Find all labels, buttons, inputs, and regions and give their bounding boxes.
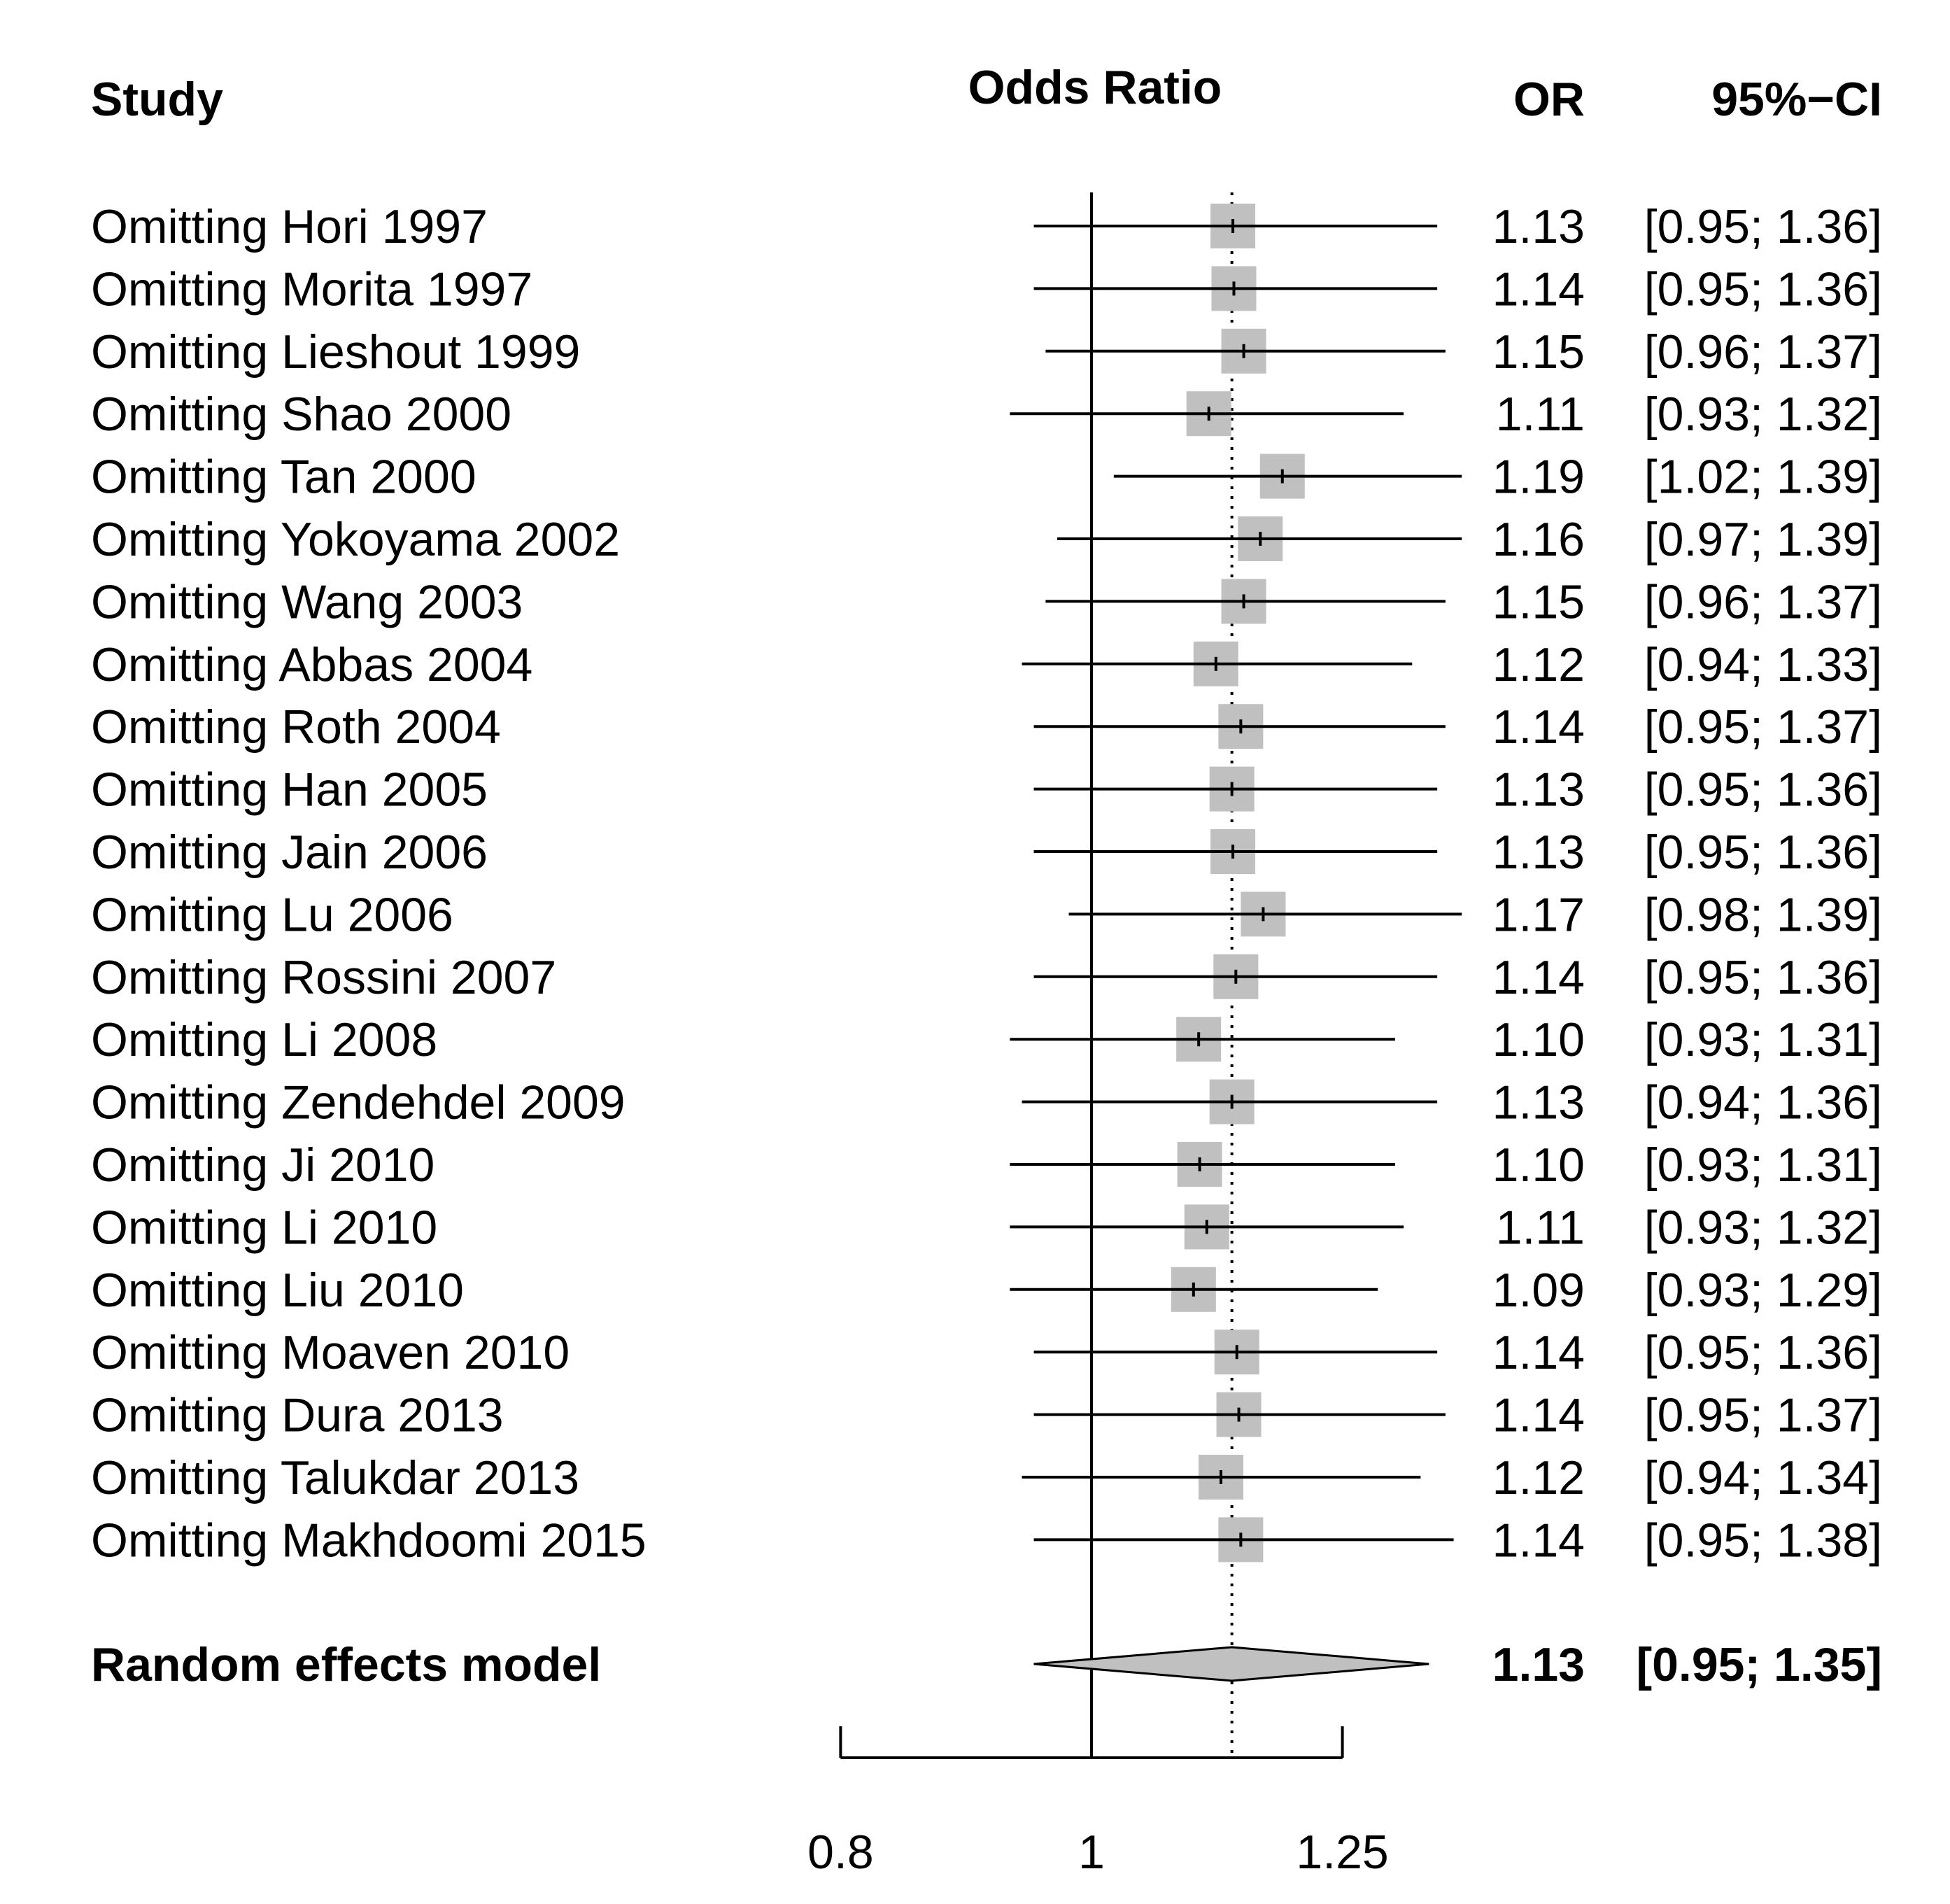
study-ci-value: [0.93; 1.32] [1644,1201,1882,1254]
study-ci-value: [0.93; 1.31] [1644,1138,1882,1192]
summary-diamond [1033,1646,1429,1682]
study-ci-value: [0.96; 1.37] [1644,325,1882,379]
x-axis-tick-label: 0.8 [807,1826,874,1879]
study-label: Omitting Rossini 2007 [91,951,556,1004]
study-or-value: 1.12 [1492,638,1585,691]
study-or-value: 1.10 [1492,1138,1585,1192]
study-label: Omitting Morita 1997 [91,262,532,316]
study-ci-value: [0.97; 1.39] [1644,513,1882,566]
study-or-value: 1.09 [1492,1264,1585,1317]
study-label: Omitting Abbas 2004 [91,638,532,691]
study-ci-value: [0.95; 1.37] [1644,1389,1882,1442]
study-label: Omitting Yokoyama 2002 [91,513,620,566]
study-ci-value: [0.96; 1.37] [1644,575,1882,628]
study-label: Omitting Lu 2006 [91,888,453,941]
study-or-value: 1.14 [1492,1389,1585,1442]
study-label: Omitting Hori 1997 [91,200,488,253]
study-ci-value: [0.95; 1.37] [1644,700,1882,754]
study-or-value: 1.14 [1492,1514,1585,1567]
study-ci-value: [1.02; 1.39] [1644,451,1882,504]
study-label: Omitting Han 2005 [91,763,488,817]
or-column-header: OR [1513,73,1585,126]
study-ci-value: [0.95; 1.36] [1644,1326,1882,1379]
study-or-value: 1.14 [1492,1326,1585,1379]
study-ci-value: [0.95; 1.36] [1644,200,1882,253]
study-label: Omitting Shao 2000 [91,388,511,441]
study-label: Omitting Lieshout 1999 [91,325,580,379]
study-ci-value: [0.98; 1.39] [1644,888,1882,941]
study-ci-value: [0.93; 1.32] [1644,388,1882,441]
study-or-value: 1.14 [1492,951,1585,1004]
study-or-value: 1.11 [1496,388,1585,441]
study-label: Omitting Jain 2006 [91,826,488,879]
study-or-value: 1.15 [1492,575,1585,628]
study-or-value: 1.15 [1492,325,1585,379]
study-label: Omitting Dura 2013 [91,1389,504,1442]
study-or-value: 1.13 [1492,826,1585,879]
study-label: Omitting Tan 2000 [91,451,476,504]
study-or-value: 1.14 [1492,700,1585,754]
study-ci-value: [0.95; 1.36] [1644,262,1882,316]
study-label: Omitting Wang 2003 [91,575,523,628]
study-label: Omitting Ji 2010 [91,1138,434,1192]
study-ci-value: [0.94; 1.33] [1644,638,1882,691]
study-ci-value: [0.93; 1.31] [1644,1013,1882,1066]
x-axis-tick-label: 1.25 [1296,1826,1388,1879]
study-label: Omitting Roth 2004 [91,700,501,754]
study-label: Omitting Makhdoomi 2015 [91,1514,647,1567]
study-ci-value: [0.93; 1.29] [1644,1264,1882,1317]
axis-title: Odds Ratio [968,61,1222,114]
study-ci-value: [0.94; 1.36] [1644,1076,1882,1129]
row-labels: Omitting Hori 1997 1.13 [0.95; 1.36] Omitti… [91,200,1882,1879]
study-or-value: 1.10 [1492,1013,1585,1066]
study-or-value: 1.19 [1492,451,1585,504]
ci-column-header: 95%−CI [1711,73,1882,126]
study-or-value: 1.13 [1492,1076,1585,1129]
study-label: Omitting Liu 2010 [91,1264,464,1317]
study-label: Omitting Zendehdel 2009 [91,1076,626,1129]
study-label: Omitting Talukdar 2013 [91,1451,579,1504]
study-or-value: 1.16 [1492,513,1585,566]
x-axis-tick-label: 1 [1078,1826,1105,1879]
study-ci-value: [0.95; 1.38] [1644,1514,1882,1567]
study-label: Omitting Li 2008 [91,1013,437,1066]
study-or-value: 1.13 [1492,763,1585,817]
study-ci-value: [0.94; 1.34] [1644,1451,1882,1504]
summary-ci-value: [0.95; 1.35] [1636,1638,1882,1691]
study-ci-value: [0.95; 1.36] [1644,763,1882,817]
summary-or-value: 1.13 [1492,1638,1585,1691]
study-label: Omitting Moaven 2010 [91,1326,570,1379]
study-ci-value: [0.95; 1.36] [1644,826,1882,879]
study-ci-value: [0.95; 1.36] [1644,951,1882,1004]
study-or-value: 1.14 [1492,262,1585,316]
study-column-header: Study [91,73,223,126]
study-label: Omitting Li 2010 [91,1201,437,1254]
study-or-value: 1.17 [1492,888,1585,941]
study-or-value: 1.13 [1492,200,1585,253]
summary-label: Random effects model [91,1638,601,1691]
plot-marks [839,192,1462,1759]
study-or-value: 1.12 [1492,1451,1585,1504]
study-or-value: 1.11 [1496,1201,1585,1254]
